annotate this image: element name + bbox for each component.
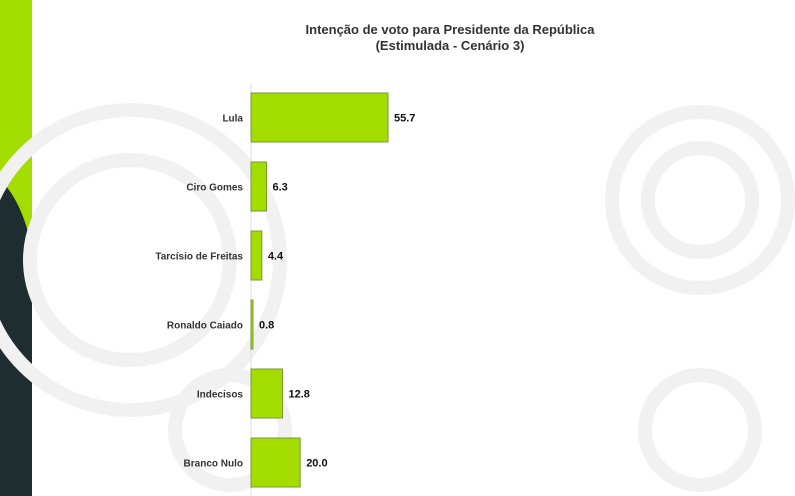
- category-label: Indecisos: [197, 390, 244, 401]
- watermark-circles: [0, 103, 795, 492]
- value-label: 6.3: [272, 182, 287, 194]
- category-label: Branco Nulo: [184, 459, 243, 470]
- chart-subtitle: (Estimulada - Cenário 3): [375, 38, 525, 53]
- category-label: Lula: [222, 114, 243, 125]
- value-label: 12.8: [288, 389, 309, 401]
- value-label: 20.0: [306, 458, 327, 470]
- value-label: 4.4: [268, 251, 284, 263]
- category-label: Ronaldo Caiado: [167, 321, 243, 332]
- category-label: Tarcísio de Freitas: [155, 252, 243, 263]
- bar: [250, 230, 263, 281]
- bar: [250, 299, 254, 350]
- bar: [250, 368, 283, 419]
- value-label: 55.7: [394, 113, 415, 125]
- bar: [250, 161, 267, 212]
- bar: [250, 92, 389, 143]
- value-label: 0.8: [259, 320, 274, 332]
- chart-title: Intenção de voto para Presidente da Repú…: [305, 22, 595, 37]
- bar: [250, 437, 301, 488]
- category-label: Ciro Gomes: [186, 183, 243, 194]
